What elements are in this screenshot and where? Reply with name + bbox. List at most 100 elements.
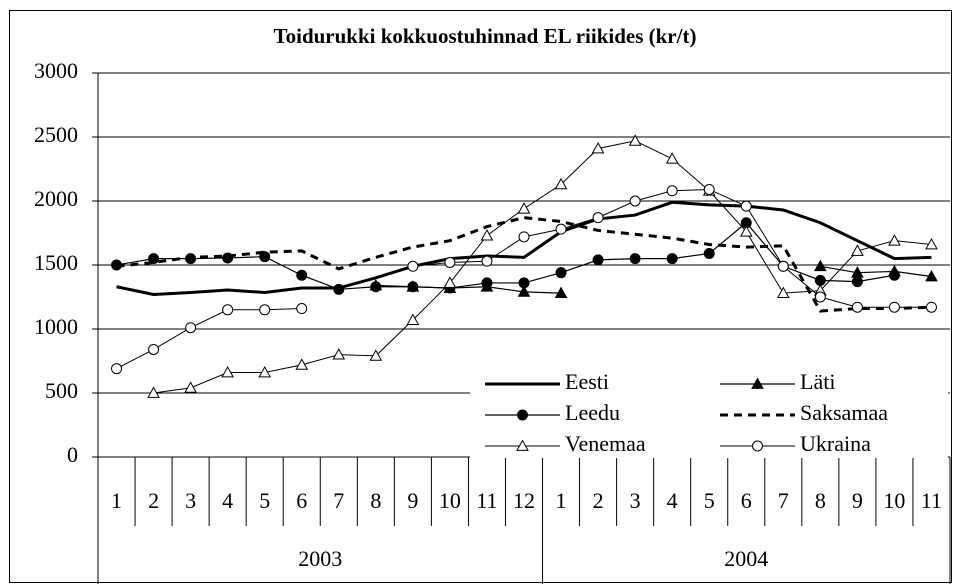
x-tick-label: 5 (259, 488, 270, 513)
data-point (517, 202, 531, 214)
y-tick-label: 2500 (34, 122, 78, 147)
series-line (116, 221, 895, 290)
data-point (703, 183, 715, 195)
y-tick-label: 3000 (34, 58, 78, 83)
legend-label: Saksamaa (800, 400, 888, 425)
legend-label: Eesti (565, 369, 609, 394)
series-line (116, 200, 932, 296)
data-point (925, 301, 937, 313)
y-tick-label: 0 (67, 442, 78, 467)
y-tick-label: 2000 (34, 186, 78, 211)
data-point (295, 358, 309, 370)
x-tick-label: 1 (556, 488, 567, 513)
data-point (888, 234, 901, 246)
x-tick-label: 6 (741, 488, 752, 513)
x-tick-label: 3 (185, 488, 196, 513)
data-point (629, 195, 641, 207)
x-tick-label: 9 (852, 488, 863, 513)
x-tick-label: 10 (883, 488, 905, 513)
legend-label: Leedu (565, 400, 620, 425)
x-tick-label: 11 (921, 488, 942, 513)
data-point (776, 286, 790, 299)
data-point (888, 269, 900, 281)
x-tick-label: 2 (593, 488, 604, 513)
data-point (740, 200, 752, 212)
x-tick-label: 7 (333, 488, 344, 513)
data-point (517, 285, 531, 297)
x-group-label: 2003 (298, 546, 342, 571)
data-point (147, 386, 160, 398)
data-point (222, 304, 234, 316)
data-point (925, 269, 938, 282)
data-point (592, 212, 604, 224)
chart-border (9, 10, 952, 583)
data-point (332, 348, 346, 360)
legend (470, 362, 948, 458)
x-tick-label: 10 (439, 488, 461, 513)
data-point (554, 286, 568, 299)
legend-marker (516, 439, 529, 451)
data-point (258, 365, 272, 378)
data-point (148, 253, 160, 265)
data-point (888, 301, 900, 313)
data-point (296, 269, 308, 281)
data-point (813, 259, 827, 272)
legend-label: Venemaa (565, 431, 646, 456)
x-tick-label: 8 (370, 488, 381, 513)
y-tick-label: 500 (45, 378, 78, 403)
data-point (221, 365, 235, 378)
legend-label: Läti (800, 369, 835, 394)
data-point (370, 281, 382, 293)
data-point (666, 253, 678, 265)
data-point (296, 303, 308, 315)
y-tick-label: 1000 (34, 314, 78, 339)
data-point (259, 304, 271, 316)
data-point (814, 274, 826, 286)
data-point (814, 291, 826, 303)
data-point (666, 185, 678, 197)
data-point (851, 244, 864, 256)
data-point (555, 267, 567, 279)
data-point (777, 260, 789, 272)
data-point (481, 277, 493, 289)
legend-label: Ukraina (800, 431, 871, 456)
data-point (480, 229, 494, 241)
data-point (185, 322, 197, 334)
data-point (739, 225, 753, 237)
data-point (592, 254, 604, 266)
x-tick-label: 7 (778, 488, 789, 513)
x-tick-label: 2 (148, 488, 159, 513)
x-group-label: 2004 (724, 546, 768, 571)
series-line (116, 216, 932, 313)
data-point (555, 223, 567, 235)
data-point (406, 313, 420, 325)
data-point (369, 349, 383, 361)
data-point (184, 381, 197, 393)
x-tick-label: 4 (667, 488, 678, 513)
data-point (591, 141, 605, 154)
data-point (851, 276, 863, 288)
data-point (259, 251, 271, 263)
data-point (518, 277, 530, 289)
data-point (554, 177, 568, 190)
data-point (148, 343, 160, 355)
x-tick-label: 8 (815, 488, 826, 513)
data-point (407, 260, 419, 272)
x-tick-label: 6 (296, 488, 307, 513)
x-tick-label: 12 (513, 488, 535, 513)
legend-marker (517, 409, 528, 421)
data-point (665, 152, 679, 164)
x-tick-label: 11 (476, 488, 497, 513)
data-point (333, 283, 345, 295)
x-tick-label: 1 (111, 488, 122, 513)
x-tick-label: 9 (407, 488, 418, 513)
x-tick-label: 3 (630, 488, 641, 513)
x-tick-label: 5 (704, 488, 715, 513)
data-point (443, 276, 457, 288)
data-point (628, 134, 642, 146)
series-line (153, 140, 932, 394)
y-tick-label: 1500 (34, 250, 78, 275)
data-point (481, 255, 493, 267)
chart-title: Toidurukki kokkuostuhinnad EL riikides (… (274, 24, 697, 48)
